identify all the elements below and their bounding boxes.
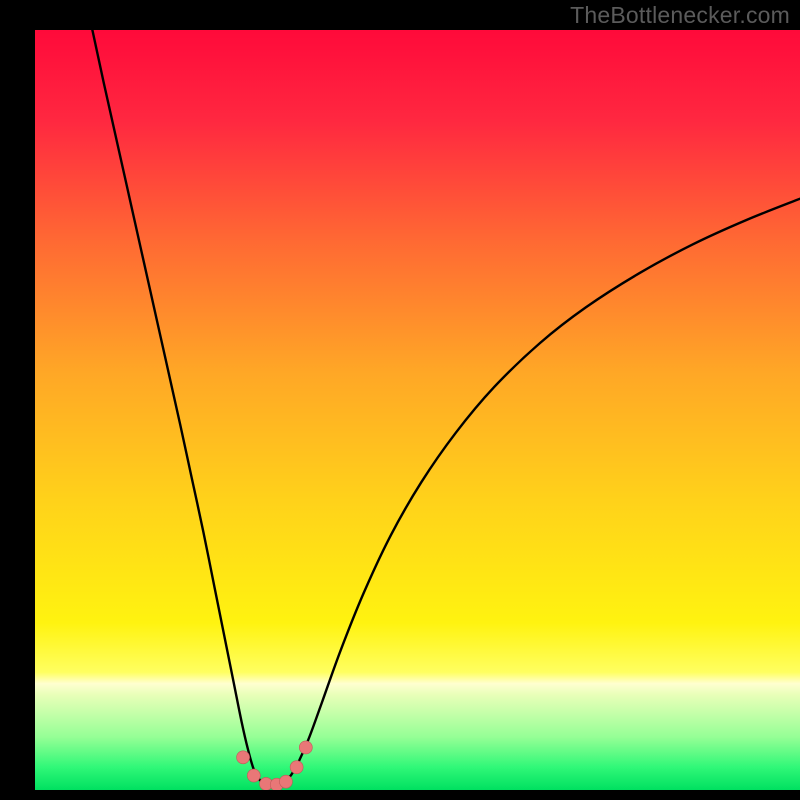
watermark-text: TheBottlenecker.com — [570, 2, 790, 29]
curve-marker — [247, 769, 260, 782]
curve-marker — [299, 741, 312, 754]
chart-background — [35, 30, 800, 790]
curve-marker — [237, 751, 250, 764]
chart-svg — [35, 30, 800, 790]
chart-plot-area — [35, 30, 800, 790]
curve-marker — [279, 775, 292, 788]
curve-marker — [290, 761, 303, 774]
